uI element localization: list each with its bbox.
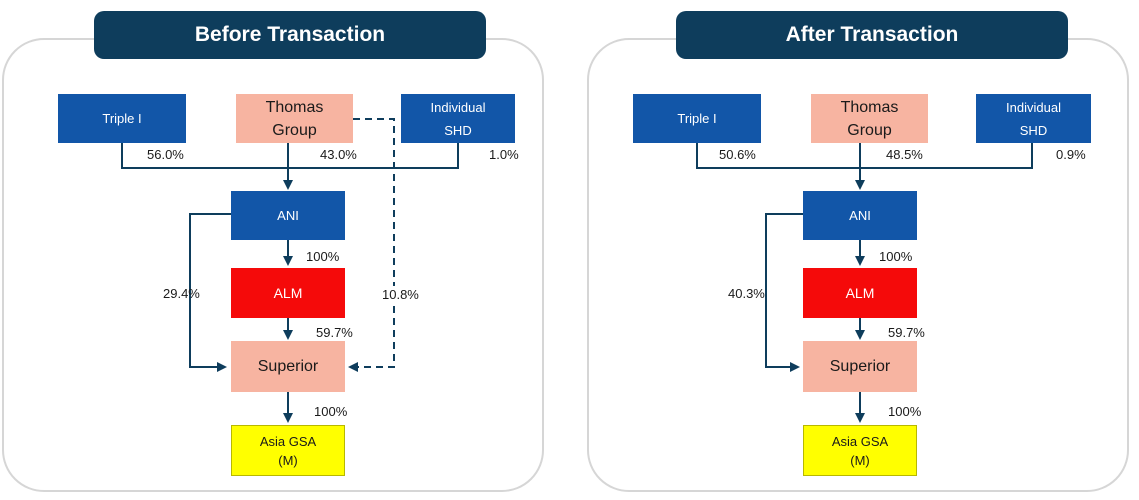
superior-label: Superior	[257, 358, 319, 375]
triple-i-label: Triple I	[102, 111, 142, 126]
pct-alm-superior: 59.7%	[316, 325, 353, 340]
superior-box: Superior	[803, 341, 917, 392]
ani-box: ANI	[803, 191, 917, 240]
ani-label: ANI	[277, 208, 299, 223]
superior-label: Superior	[829, 358, 891, 375]
asia-gsa-label-line2: (M)	[278, 452, 298, 468]
connector-ani-superior	[189, 213, 231, 372]
pct-alm-superior: 59.7%	[888, 325, 925, 340]
alm-box: ALM	[231, 268, 345, 318]
asia-gsa-label-line2: (M)	[850, 452, 870, 468]
thomas-group-label-line2: Group	[847, 121, 892, 139]
pct-superior-asia: 100%	[888, 404, 922, 419]
asia-gsa-label-line1: Asia GSA	[259, 433, 317, 449]
thomas-group-label-line1: Thomas	[840, 98, 899, 116]
individual-shd-box: Individual SHD	[976, 94, 1091, 143]
pct-triple-i-ani: 50.6%	[719, 147, 756, 162]
asia-gsa-box: Asia GSA (M)	[231, 425, 345, 476]
after-connectors	[696, 143, 1033, 423]
pct-ani-superior: 29.4%	[163, 286, 200, 301]
connector-shareholders-bus	[121, 143, 459, 169]
alm-label: ALM	[273, 285, 303, 301]
pct-individual-ani: 1.0%	[489, 147, 519, 162]
ani-box: ANI	[231, 191, 345, 240]
thomas-group-box: Thomas Group	[236, 94, 353, 143]
before-connectors	[121, 118, 459, 423]
asia-gsa-box: Asia GSA (M)	[803, 425, 917, 476]
pct-thomas-ani: 43.0%	[320, 147, 357, 162]
triple-i-label: Triple I	[677, 111, 717, 126]
pct-ani-superior: 40.3%	[728, 286, 765, 301]
pct-ani-alm: 100%	[879, 249, 913, 264]
after-title: After Transaction	[676, 11, 1068, 59]
before-title: Before Transaction	[94, 11, 486, 59]
after-panel: After Transaction Triple I Thomas Group …	[585, 0, 1137, 500]
ani-label: ANI	[849, 208, 871, 223]
individual-shd-label-line2: SHD	[1019, 122, 1048, 138]
pct-individual-ani: 0.9%	[1056, 147, 1086, 162]
alm-box: ALM	[803, 268, 917, 318]
pct-thomas-superior: 10.8%	[380, 286, 421, 303]
thomas-group-label-line1: Thomas	[265, 98, 324, 116]
triple-i-box: Triple I	[58, 94, 186, 143]
individual-shd-label-line2: SHD	[444, 122, 472, 138]
asia-gsa-label-line1: Asia GSA	[831, 433, 889, 449]
thomas-group-box: Thomas Group	[811, 94, 928, 143]
connector-ani-superior	[765, 213, 803, 372]
individual-shd-box: Individual SHD	[401, 94, 515, 143]
pct-ani-alm: 100%	[306, 249, 340, 264]
connector-shareholders-bus	[696, 143, 1033, 169]
pct-thomas-ani: 48.5%	[886, 147, 923, 162]
alm-label: ALM	[845, 285, 875, 301]
pct-triple-i-ani: 56.0%	[147, 147, 184, 162]
before-panel: Before Transaction Triple I Thomas Group…	[0, 0, 552, 500]
pct-superior-asia: 100%	[314, 404, 348, 419]
triple-i-box: Triple I	[633, 94, 761, 143]
individual-shd-label-line1: Individual	[1006, 99, 1061, 115]
individual-shd-label-line1: Individual	[430, 99, 486, 115]
thomas-group-label-line2: Group	[272, 121, 317, 139]
superior-box: Superior	[231, 341, 345, 392]
